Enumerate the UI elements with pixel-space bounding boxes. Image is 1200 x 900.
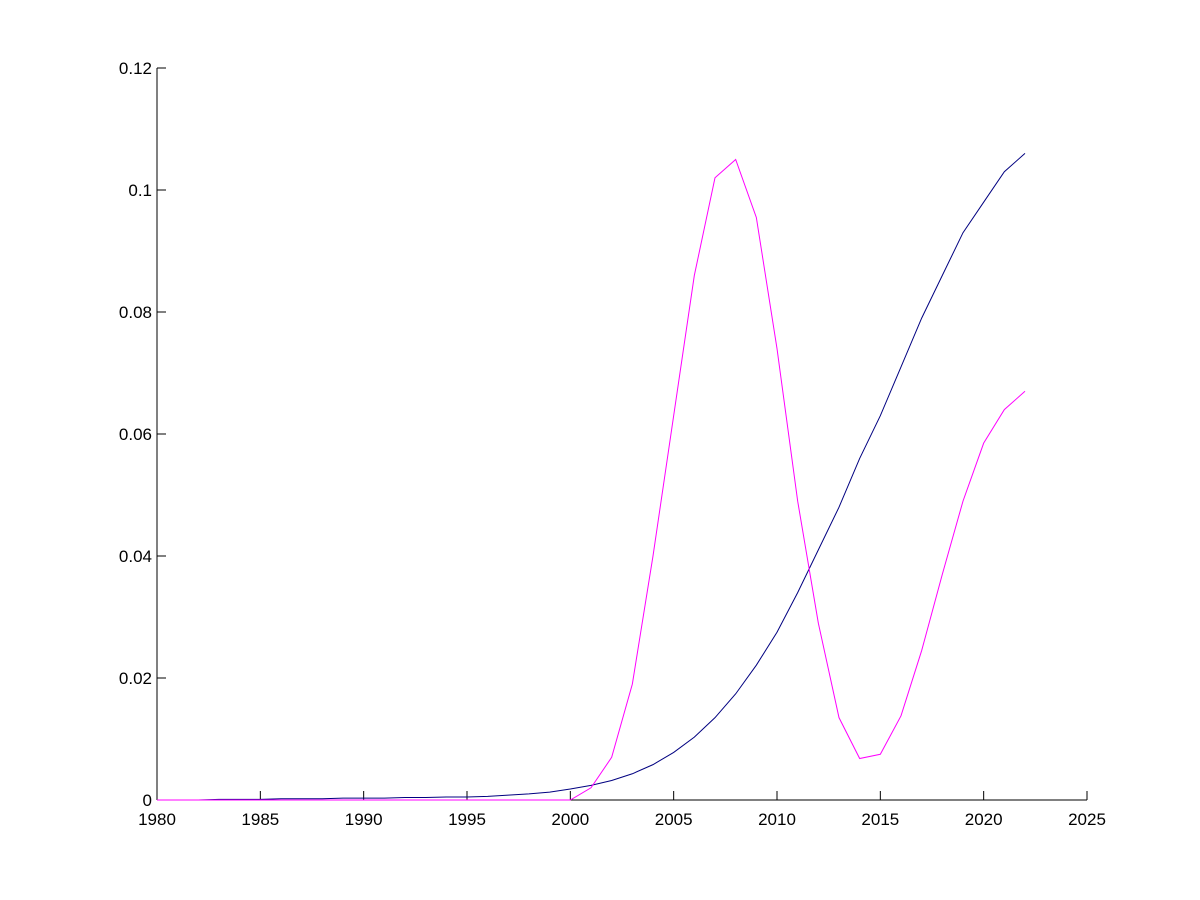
y-tick-label: 0.02 xyxy=(119,669,152,688)
y-tick-label: 0.1 xyxy=(128,181,152,200)
y-tick-label: 0.04 xyxy=(119,547,152,566)
x-tick-label: 2015 xyxy=(861,810,899,829)
x-tick-label: 2020 xyxy=(965,810,1003,829)
x-tick-label: 2025 xyxy=(1068,810,1106,829)
series-line xyxy=(157,153,1026,801)
y-tick-label: 0.06 xyxy=(119,425,152,444)
y-tick-label: 0.12 xyxy=(119,59,152,78)
y-tick-label: 0 xyxy=(143,791,152,810)
y-tick-label: 0.08 xyxy=(119,303,152,322)
x-tick-label: 2005 xyxy=(655,810,693,829)
x-tick-label: 1985 xyxy=(241,810,279,829)
series-line xyxy=(157,158,1026,801)
x-tick-label: 1995 xyxy=(448,810,486,829)
x-tick-label: 2010 xyxy=(758,810,796,829)
x-tick-label: 2000 xyxy=(551,810,589,829)
x-tick-label: 1980 xyxy=(138,810,176,829)
x-tick-label: 1990 xyxy=(345,810,383,829)
